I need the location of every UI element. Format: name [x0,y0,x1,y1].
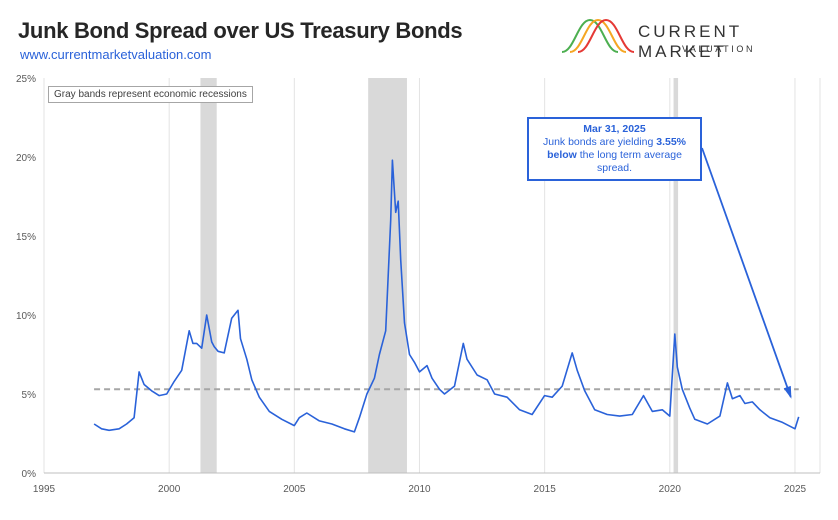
current-market-valuation-logo: CURRENT MARKET VALUATION [560,16,830,61]
x-tick-label: 2005 [283,484,306,495]
logo-curve-orange [569,18,627,53]
spread-series-line-0 [93,159,800,433]
recession-legend-note: Gray bands represent economic recessions [48,86,253,103]
chart-title: Junk Bond Spread over US Treasury Bonds [18,18,463,43]
callout-line1-a: Junk bonds are yielding [542,136,654,148]
y-tick-label: 5% [22,390,37,401]
y-tick-label: 10% [16,311,36,322]
recession-band-0 [200,78,217,473]
callout-line2-b: the long term average [579,149,682,161]
y-tick-label: 15% [16,232,36,243]
logo-name: CURRENT MARKET [638,22,742,61]
logo-curve-green [561,18,619,53]
callout-line1-b: 3.55% [656,136,687,148]
y-tick-label: 25% [16,74,36,85]
callout-date: Mar 31, 2025 [583,123,646,135]
logo-sub: VALUATION [682,44,756,54]
y-tick-label: 20% [16,153,36,164]
logo-curve-red [577,18,635,53]
x-tick-label: 2010 [408,484,431,495]
callout-arrow-head [783,385,792,399]
x-tick-label: 2015 [534,484,557,495]
bell-curves-icon [561,18,635,53]
callout-box: Mar 31, 2025 Junk bonds are yielding 3.5… [527,117,702,181]
callout-line2-a: below [547,149,577,161]
x-tick-label: 2000 [158,484,181,495]
x-tick-label: 2020 [659,484,682,495]
recession-band-2 [673,78,679,473]
callout-line3: spread. [596,162,633,174]
x-tick-label: 2025 [784,484,807,495]
y-tick-label: 0% [22,469,37,480]
x-tick-label: 1995 [33,484,56,495]
callout-arrow-line [701,147,792,398]
website-link[interactable]: www.currentmarketvaluation.com [20,47,212,62]
